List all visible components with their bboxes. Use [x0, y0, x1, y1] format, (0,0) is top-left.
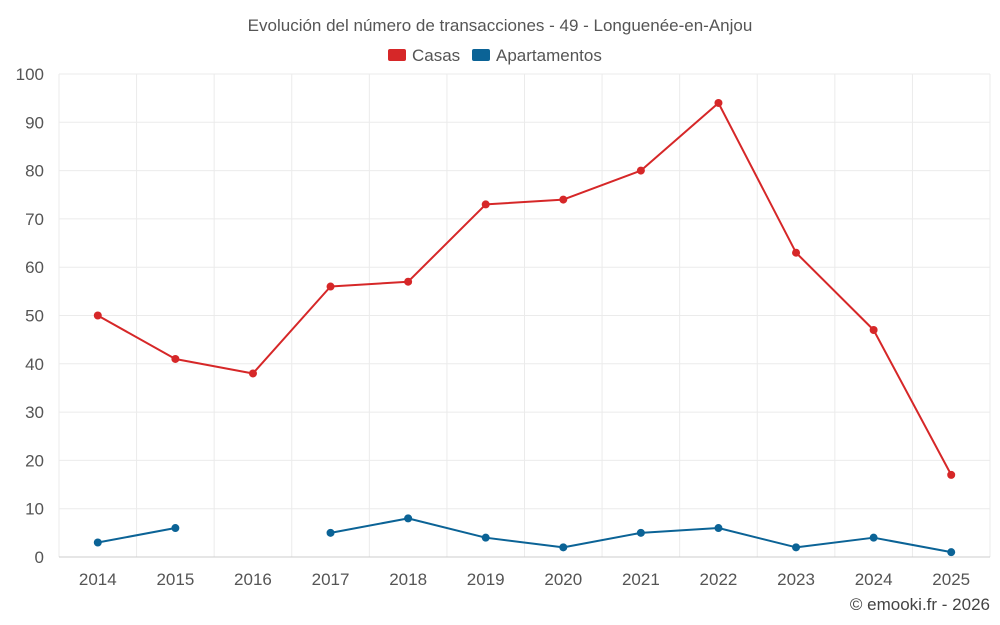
y-tick-label: 80 — [25, 162, 44, 181]
legend-item-casas[interactable]: Casas — [388, 46, 460, 65]
data-point[interactable] — [714, 524, 723, 533]
data-point[interactable] — [947, 548, 956, 557]
data-point[interactable] — [171, 524, 180, 533]
legend-item-apartamentos[interactable]: Apartamentos — [472, 46, 602, 65]
series-line — [97, 527, 176, 544]
x-tick-label: 2023 — [777, 570, 815, 589]
y-tick-label: 50 — [25, 307, 44, 326]
legend-swatch — [472, 49, 490, 61]
data-point[interactable] — [947, 470, 956, 479]
x-tick-label: 2016 — [234, 570, 272, 589]
credit: © emooki.fr - 2026 — [850, 595, 990, 614]
y-tick-label: 30 — [25, 403, 44, 422]
series-casas — [93, 98, 956, 479]
data-point[interactable] — [481, 200, 490, 209]
data-point[interactable] — [869, 533, 878, 542]
series-line — [97, 101, 953, 476]
y-tick-label: 20 — [25, 451, 44, 470]
x-tick-label: 2024 — [855, 570, 893, 589]
x-tick-label: 2017 — [312, 570, 350, 589]
y-tick-label: 100 — [16, 65, 44, 84]
legend-label: Casas — [412, 46, 460, 65]
chart-title: Evolución del número de transacciones - … — [248, 16, 753, 35]
x-tick-label: 2015 — [156, 570, 194, 589]
x-tick-label: 2022 — [700, 570, 738, 589]
y-tick-label: 70 — [25, 210, 44, 229]
data-point[interactable] — [326, 282, 335, 291]
y-axis: 0 10 20 30 40 50 60 70 80 90 100 — [16, 65, 44, 567]
y-tick-label: 90 — [25, 113, 44, 132]
x-axis: 2014 2015 2016 2017 2018 2019 2020 2021 2022 2023… — [59, 556, 990, 589]
data-point[interactable] — [792, 543, 801, 552]
legend-swatch — [388, 49, 406, 61]
data-point[interactable] — [93, 538, 102, 547]
legend-label: Apartamentos — [496, 46, 602, 65]
y-tick-label: 40 — [25, 355, 44, 374]
y-tick-label: 10 — [25, 500, 44, 519]
data-point[interactable] — [171, 354, 180, 363]
data-point[interactable] — [559, 195, 568, 204]
y-tick-label: 0 — [35, 548, 44, 567]
data-point[interactable] — [248, 369, 257, 378]
data-point[interactable] — [636, 166, 645, 175]
data-point[interactable] — [559, 543, 568, 552]
data-point[interactable] — [93, 311, 102, 320]
data-point[interactable] — [404, 514, 413, 523]
data-point[interactable] — [714, 98, 723, 107]
data-point[interactable] — [326, 528, 335, 537]
grid — [58, 73, 991, 558]
x-tick-label: 2021 — [622, 570, 660, 589]
legend[interactable]: Casas Apartamentos — [388, 46, 602, 65]
data-point[interactable] — [404, 277, 413, 286]
x-tick-label: 2020 — [544, 570, 582, 589]
data-point[interactable] — [792, 248, 801, 257]
data-point[interactable] — [481, 533, 490, 542]
x-tick-label: 2014 — [79, 570, 117, 589]
data-point[interactable] — [869, 325, 878, 334]
x-tick-label: 2025 — [932, 570, 970, 589]
y-tick-label: 60 — [25, 258, 44, 277]
data-point[interactable] — [636, 528, 645, 537]
x-tick-label: 2019 — [467, 570, 505, 589]
series-apartamentos — [93, 514, 956, 557]
x-tick-label: 2018 — [389, 570, 427, 589]
series-layer — [93, 98, 956, 557]
